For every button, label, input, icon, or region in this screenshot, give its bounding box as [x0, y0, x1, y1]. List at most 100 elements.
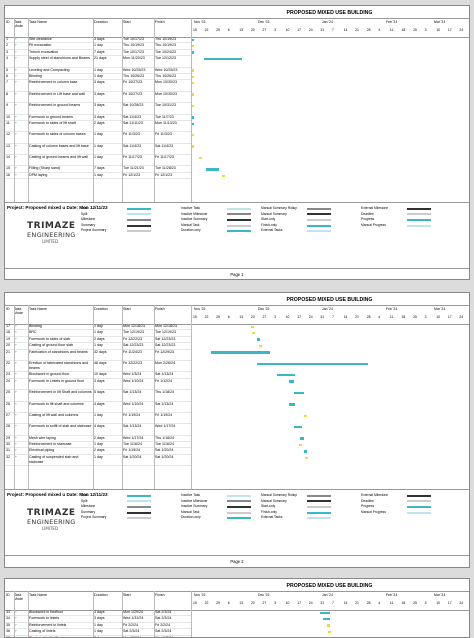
table-row: ➚ 9 Reinforcement in ground beams 3 days Sat…: [5, 103, 191, 115]
legend-entry: Duration-only: [181, 515, 201, 520]
task-finish: Mon 2/26/24: [155, 360, 175, 365]
table-header: ID Task Mode Task Name Duration Start Fi…: [5, 591, 191, 611]
table-row: ➚ 13 Casting of column bases and lift base…: [5, 144, 191, 156]
task-start: Mon 12/18/23: [123, 324, 145, 328]
task-id: 5: [6, 67, 8, 72]
task-mode-icon: ➚: [14, 49, 18, 54]
legend-swatch: [307, 500, 331, 503]
legend-column: Inactive Task Inactive Milestone Inactive …: [181, 493, 207, 521]
timeline-day-label: 3: [274, 28, 276, 32]
task-duration: 3 days: [94, 37, 105, 41]
task-mode-icon: ➚: [14, 349, 18, 354]
task-duration: 1 day: [94, 454, 103, 459]
task-start: Wed 1/17/24: [123, 435, 144, 440]
task-start: Wed 1/10/24: [123, 401, 144, 406]
timeline-header: Nov '23 Dec '23 Jan '24 Feb '24 Mar '24 15 22 2…: [191, 18, 469, 38]
table-row: ➚ 30 Reinforcement in staircase 1 day Tue 1/…: [5, 442, 191, 449]
col-duration-header: Duration: [94, 20, 108, 24]
task-duration: 1 day: [94, 412, 103, 417]
task-duration: 1 day: [94, 155, 103, 160]
task-mode-icon: ➚: [14, 372, 18, 377]
legend-swatch: [127, 230, 151, 233]
task-duration: 3 days: [94, 616, 105, 621]
task-duration: 2 days: [94, 435, 105, 440]
timeline-day-label: 17: [297, 601, 302, 605]
gantt-bar: [191, 104, 194, 108]
legend-swatch: [227, 219, 251, 221]
task-mode-icon: ➚: [14, 435, 18, 440]
gantt-bar: [300, 437, 304, 440]
timeline-day-label: 17: [297, 28, 302, 32]
legend-swatch: [127, 213, 151, 216]
task-start: Fri 12/22/23: [123, 336, 143, 341]
gantt-bar: [199, 156, 203, 160]
task-mode-icon: ➚: [14, 622, 18, 627]
timeline-day-label: 25: [413, 28, 417, 32]
gantt-bar: [257, 362, 369, 365]
task-start: Wed 1/3/24: [123, 372, 142, 377]
table-column-divider: [122, 305, 123, 489]
task-duration: 1 day: [94, 343, 103, 348]
col-id-header: ID: [6, 20, 10, 24]
legend-entry: Start-only: [261, 217, 276, 222]
legend-swatch: [227, 224, 251, 227]
gantt-bar: [191, 134, 194, 137]
gantt-bar: [257, 338, 261, 341]
task-id: 18: [6, 330, 10, 335]
task-mode-icon: ➚: [14, 442, 18, 447]
project-label: Project: Proposed mixed u Date: Mon 12/1…: [7, 205, 108, 210]
timeline-month-label: Feb '24: [386, 20, 398, 24]
task-start: Mon 1/29/24: [123, 610, 143, 614]
task-mode-icon: ➚: [14, 454, 18, 459]
task-id: 23: [6, 372, 10, 377]
task-mode-icon: ➚: [14, 616, 18, 621]
chart-title: PROPOSED MIXED USE BUILDING: [286, 583, 373, 589]
legend-entry: Task: [81, 206, 88, 210]
gantt-bar: [288, 380, 294, 383]
task-start: Sat 11/11/23: [123, 120, 143, 125]
task-name: Filling (Sharp sand): [29, 166, 61, 171]
task-finish: Tue 12/12/23: [155, 56, 177, 61]
legend-entry: External Tasks: [261, 228, 283, 233]
task-duration: 1 day: [94, 629, 103, 634]
legend-swatch: [227, 494, 251, 497]
task-finish: Sat 2/3/24: [155, 629, 172, 634]
timeline-month-label: Nov '23: [194, 593, 206, 597]
task-name: Blockwork in ground floor: [29, 372, 70, 377]
gantt-bar: [204, 57, 243, 61]
legend-entry: Manual Progress: [361, 509, 386, 514]
col-mode-header: Task Mode: [14, 593, 23, 601]
timeline-day-label: 18: [401, 315, 406, 319]
timeline-day-label: 14: [343, 28, 348, 32]
task-id: 32: [6, 454, 10, 459]
legend-entry: External Milestone: [361, 206, 389, 210]
task-finish: Thu 10/19/23: [155, 37, 177, 41]
task-name: Reinforcement in ground beams: [29, 103, 81, 108]
task-duration: 7 days: [94, 166, 105, 171]
timeline-day-label: 11: [389, 28, 394, 32]
task-name: Casting of ground floor slab: [29, 343, 73, 348]
page-number: Page 1: [230, 272, 244, 277]
table-column-divider: [93, 591, 94, 637]
gantt-bar: [191, 93, 194, 96]
task-duration: 2 days: [94, 336, 105, 341]
gantt-bar: [288, 403, 296, 406]
task-id: 8: [6, 91, 8, 96]
task-id: 10: [6, 114, 10, 119]
table-row: ➚ 33 Blockwork in firstfloor 3 days Mon 1/29…: [5, 610, 191, 617]
task-name: Casting of lift wall and columns: [29, 412, 79, 417]
timeline-day-label: 20: [250, 601, 255, 605]
page-footer: Page 2: [5, 555, 469, 567]
col-finish-header: Finish: [155, 20, 165, 24]
timeline-day-label: 6: [227, 28, 230, 32]
legend-swatch: [307, 213, 331, 216]
legend-entry: Manual Progress: [361, 222, 386, 227]
task-mode-icon: ➚: [14, 37, 18, 41]
table-row: ➚ 28 Formwork to soffit of slab and stairc…: [5, 424, 191, 436]
task-name: Pit excavation: [29, 43, 52, 48]
gantt-bar: [293, 391, 304, 395]
timeline-month-label: Dec '23: [258, 20, 270, 24]
legend-swatch: [407, 224, 431, 227]
legend-entry: Deadline: [361, 498, 375, 503]
task-start: Tue 10/17/23: [123, 49, 145, 54]
